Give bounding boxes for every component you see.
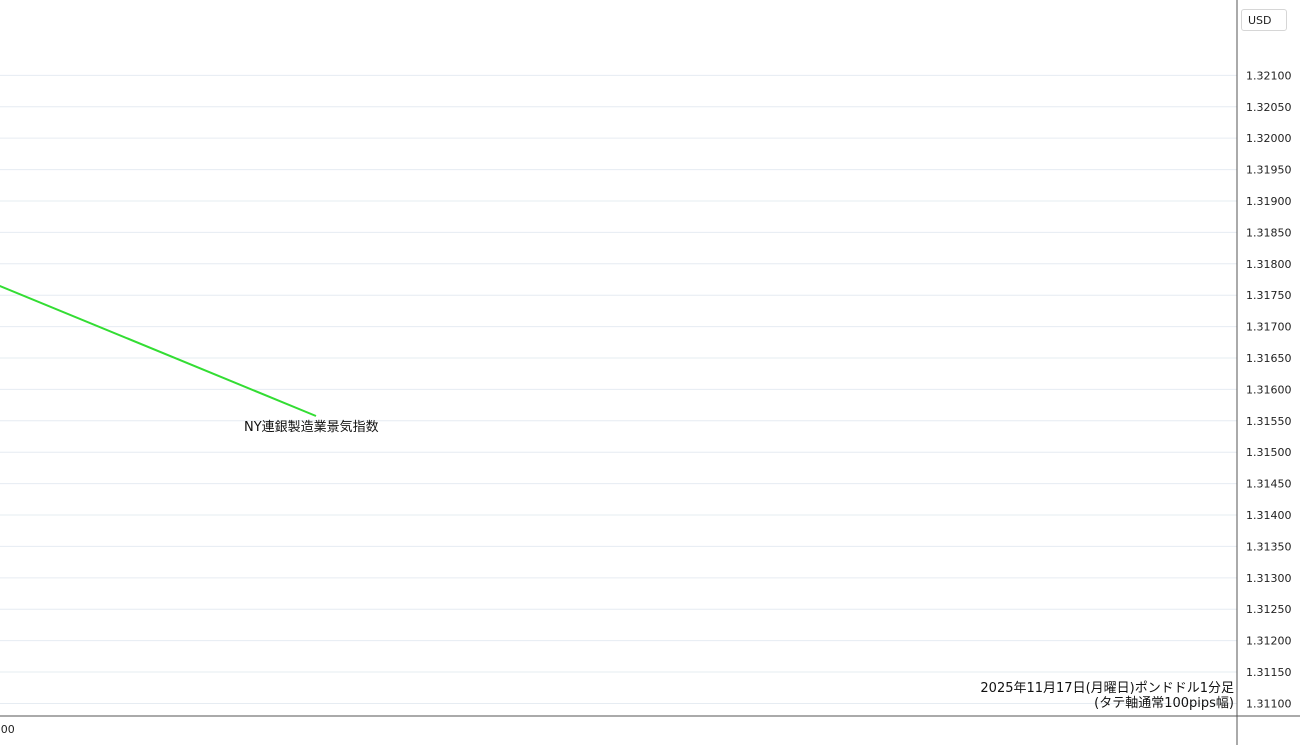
y-tick-label: 1.32000 — [1246, 132, 1292, 145]
currency-badge[interactable]: USD — [1241, 9, 1287, 31]
y-tick-label: 1.31850 — [1246, 226, 1292, 239]
y-tick-label: 1.31550 — [1246, 415, 1292, 428]
y-tick-label: 1.31800 — [1246, 258, 1292, 271]
chart-footnote-title: 2025年11月17日(月曜日)ポンドドル1分足 — [980, 681, 1234, 696]
y-tick-label: 1.31700 — [1246, 321, 1292, 334]
y-tick-label: 1.32050 — [1246, 101, 1292, 114]
y-tick-label: 1.31150 — [1246, 666, 1292, 679]
y-tick-label: 1.31500 — [1246, 446, 1292, 459]
y-tick-label: 1.31400 — [1246, 509, 1292, 522]
chart-footnote-subtitle: (タテ軸通常100pips幅) — [1094, 696, 1234, 711]
y-tick-label: 1.31250 — [1246, 603, 1292, 616]
y-tick-label: 1.31750 — [1246, 289, 1292, 302]
y-tick-label: 1.31100 — [1246, 697, 1292, 710]
x-tick-label: 21:00 — [0, 723, 15, 736]
y-tick-label: 1.31350 — [1246, 540, 1292, 553]
annotation-line — [0, 284, 317, 417]
y-tick-label: 1.32100 — [1246, 69, 1292, 82]
y-tick-label: 1.31950 — [1246, 164, 1292, 177]
y-tick-label: 1.31900 — [1246, 195, 1292, 208]
y-tick-label: 1.31300 — [1246, 572, 1292, 585]
y-tick-label: 1.31200 — [1246, 635, 1292, 648]
y-tick-label: 1.31450 — [1246, 478, 1292, 491]
y-tick-label: 1.31600 — [1246, 383, 1292, 396]
grid-layer — [0, 74, 1237, 704]
annotation-label: NY連銀製造業景気指数 — [244, 420, 379, 435]
y-tick-label: 1.31650 — [1246, 352, 1292, 365]
annotation-layer — [0, 284, 317, 417]
